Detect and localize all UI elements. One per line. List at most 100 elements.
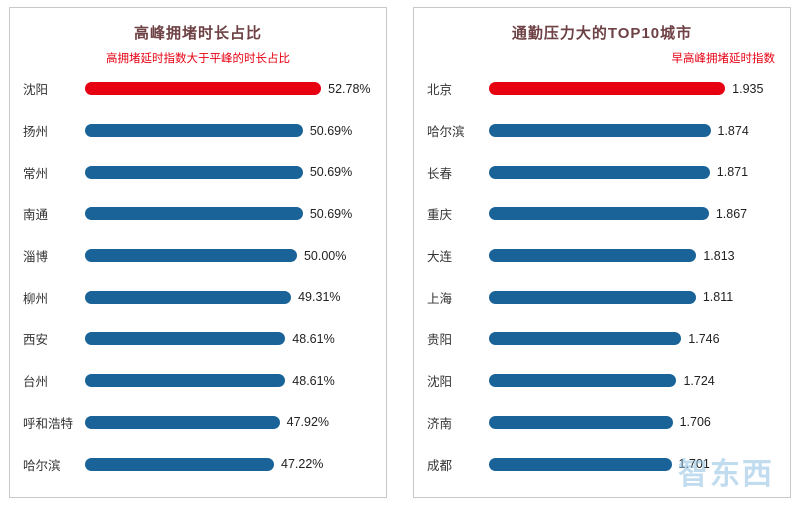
category-label: 扬州 bbox=[23, 125, 49, 140]
bar-track: 1.724 bbox=[489, 374, 777, 388]
value-label: 47.92% bbox=[286, 415, 330, 430]
bar-track: 1.701 bbox=[489, 457, 777, 471]
bar bbox=[85, 124, 303, 138]
bar-row: 济南 1.706 bbox=[427, 413, 777, 432]
value-label: 1.724 bbox=[683, 373, 715, 388]
value-label: 50.69% bbox=[309, 165, 353, 180]
value-label: 1.871 bbox=[716, 165, 749, 180]
bar-track: 48.61% bbox=[85, 332, 373, 346]
bar bbox=[85, 332, 286, 346]
bar-track: 1.706 bbox=[489, 415, 777, 429]
category-label: 长春 bbox=[427, 166, 453, 181]
value-label: 50.69% bbox=[309, 206, 353, 221]
bar-highlight bbox=[85, 82, 322, 96]
bar bbox=[85, 374, 286, 388]
value-label: 48.61% bbox=[292, 373, 335, 388]
bar-track: 47.22% bbox=[85, 457, 373, 471]
bar-track: 1.874 bbox=[489, 124, 777, 138]
category-label: 北京 bbox=[427, 83, 453, 98]
bar-row: 呼和浩特 47.92% bbox=[23, 413, 373, 432]
bar bbox=[85, 207, 303, 221]
bar-row: 台州 48.61% bbox=[23, 371, 373, 390]
chart-title: 高峰拥堵时长占比 bbox=[133, 25, 262, 42]
value-label: 1.811 bbox=[702, 290, 734, 305]
chart-panel-peak-congestion-duration: 高峰拥堵时长占比 高拥堵延时指数大于平峰的时长占比 沈阳 52.78% 扬州 50.6… bbox=[9, 7, 387, 498]
bar-track: 1.867 bbox=[489, 207, 777, 221]
bar bbox=[489, 124, 711, 138]
bar-track: 50.69% bbox=[85, 207, 373, 221]
bar-track: 49.31% bbox=[85, 290, 373, 304]
bar-row: 扬州 50.69% bbox=[23, 121, 373, 140]
bar-row: 大连 1.813 bbox=[427, 246, 777, 265]
value-label: 1.706 bbox=[679, 415, 711, 430]
bar bbox=[85, 415, 280, 429]
bar-track: 50.00% bbox=[85, 249, 373, 263]
bar-row: 长春 1.871 bbox=[427, 163, 777, 182]
category-label: 哈尔滨 bbox=[23, 458, 61, 473]
bar-row: 重庆 1.867 bbox=[427, 204, 777, 223]
bar-track: 1.935 bbox=[489, 82, 777, 96]
value-label: 49.31% bbox=[298, 290, 341, 305]
bar bbox=[489, 374, 677, 388]
value-label: 52.78% bbox=[328, 81, 371, 96]
value-label: 1.874 bbox=[717, 123, 749, 138]
bar-highlight bbox=[489, 82, 726, 96]
bar bbox=[489, 207, 709, 221]
category-label: 上海 bbox=[427, 291, 453, 306]
bar-track: 1.811 bbox=[489, 290, 777, 304]
bar bbox=[489, 415, 673, 429]
category-label: 成都 bbox=[427, 458, 453, 473]
category-label: 常州 bbox=[23, 166, 49, 181]
value-label: 1.867 bbox=[715, 206, 748, 221]
bar bbox=[85, 457, 274, 471]
category-label: 呼和浩特 bbox=[23, 416, 74, 431]
chart-panel-commute-pressure-top10: 通勤压力大的TOP10城市 早高峰拥堵延时指数 北京 1.935 哈尔滨 1.874 长… bbox=[413, 7, 791, 498]
category-label: 哈尔滨 bbox=[427, 125, 465, 140]
bar-row: 南通 50.69% bbox=[23, 204, 373, 223]
value-label: 1.813 bbox=[703, 248, 735, 263]
category-label: 淄博 bbox=[23, 250, 49, 265]
chart-subtitle: 早高峰拥堵延时指数 bbox=[671, 53, 776, 65]
value-label: 47.22% bbox=[281, 457, 324, 472]
bar-track: 52.78% bbox=[85, 82, 373, 96]
bar-row: 西安 48.61% bbox=[23, 329, 373, 348]
bar-track: 50.69% bbox=[85, 165, 373, 179]
bar bbox=[489, 249, 697, 263]
bar-chart-rows: 北京 1.935 哈尔滨 1.874 长春 1.871 重庆 1.867 大连 1.813 上海 1.… bbox=[427, 68, 777, 485]
category-label: 台州 bbox=[23, 375, 49, 390]
bar-chart-rows: 沈阳 52.78% 扬州 50.69% 常州 50.69% 南通 50.69% 淄博 50.00%… bbox=[23, 68, 373, 485]
bar-row: 淄博 50.00% bbox=[23, 246, 373, 265]
bar bbox=[489, 290, 696, 304]
value-label: 1.746 bbox=[688, 331, 720, 346]
bar bbox=[489, 332, 682, 346]
value-label: 50.69% bbox=[309, 123, 353, 138]
bar-row: 哈尔滨 47.22% bbox=[23, 455, 373, 474]
bar bbox=[489, 457, 672, 471]
chart-title: 通勤压力大的TOP10城市 bbox=[511, 25, 693, 42]
category-label: 重庆 bbox=[427, 208, 453, 223]
bar bbox=[85, 249, 297, 263]
chart-subtitle: 高拥堵延时指数大于平峰的时长占比 bbox=[106, 53, 290, 65]
value-label: 1.701 bbox=[678, 457, 710, 472]
bar-row: 成都 1.701 bbox=[427, 455, 777, 474]
category-label: 柳州 bbox=[23, 291, 49, 306]
bar-track: 50.69% bbox=[85, 124, 373, 138]
bar bbox=[85, 165, 303, 179]
bar-track: 1.746 bbox=[489, 332, 777, 346]
bar bbox=[85, 290, 292, 304]
category-label: 南通 bbox=[23, 208, 49, 223]
bar-track: 1.871 bbox=[489, 165, 777, 179]
bar-row: 哈尔滨 1.874 bbox=[427, 121, 777, 140]
bar-row: 沈阳 1.724 bbox=[427, 371, 777, 390]
category-label: 西安 bbox=[23, 333, 49, 348]
bar-track: 47.92% bbox=[85, 415, 373, 429]
category-label: 沈阳 bbox=[23, 83, 49, 98]
category-label: 济南 bbox=[427, 416, 453, 431]
bar-row: 贵阳 1.746 bbox=[427, 329, 777, 348]
bar-row: 上海 1.811 bbox=[427, 288, 777, 307]
bar bbox=[489, 165, 710, 179]
bar-row: 沈阳 52.78% bbox=[23, 79, 373, 98]
category-label: 沈阳 bbox=[427, 375, 453, 390]
value-label: 50.00% bbox=[303, 248, 347, 263]
